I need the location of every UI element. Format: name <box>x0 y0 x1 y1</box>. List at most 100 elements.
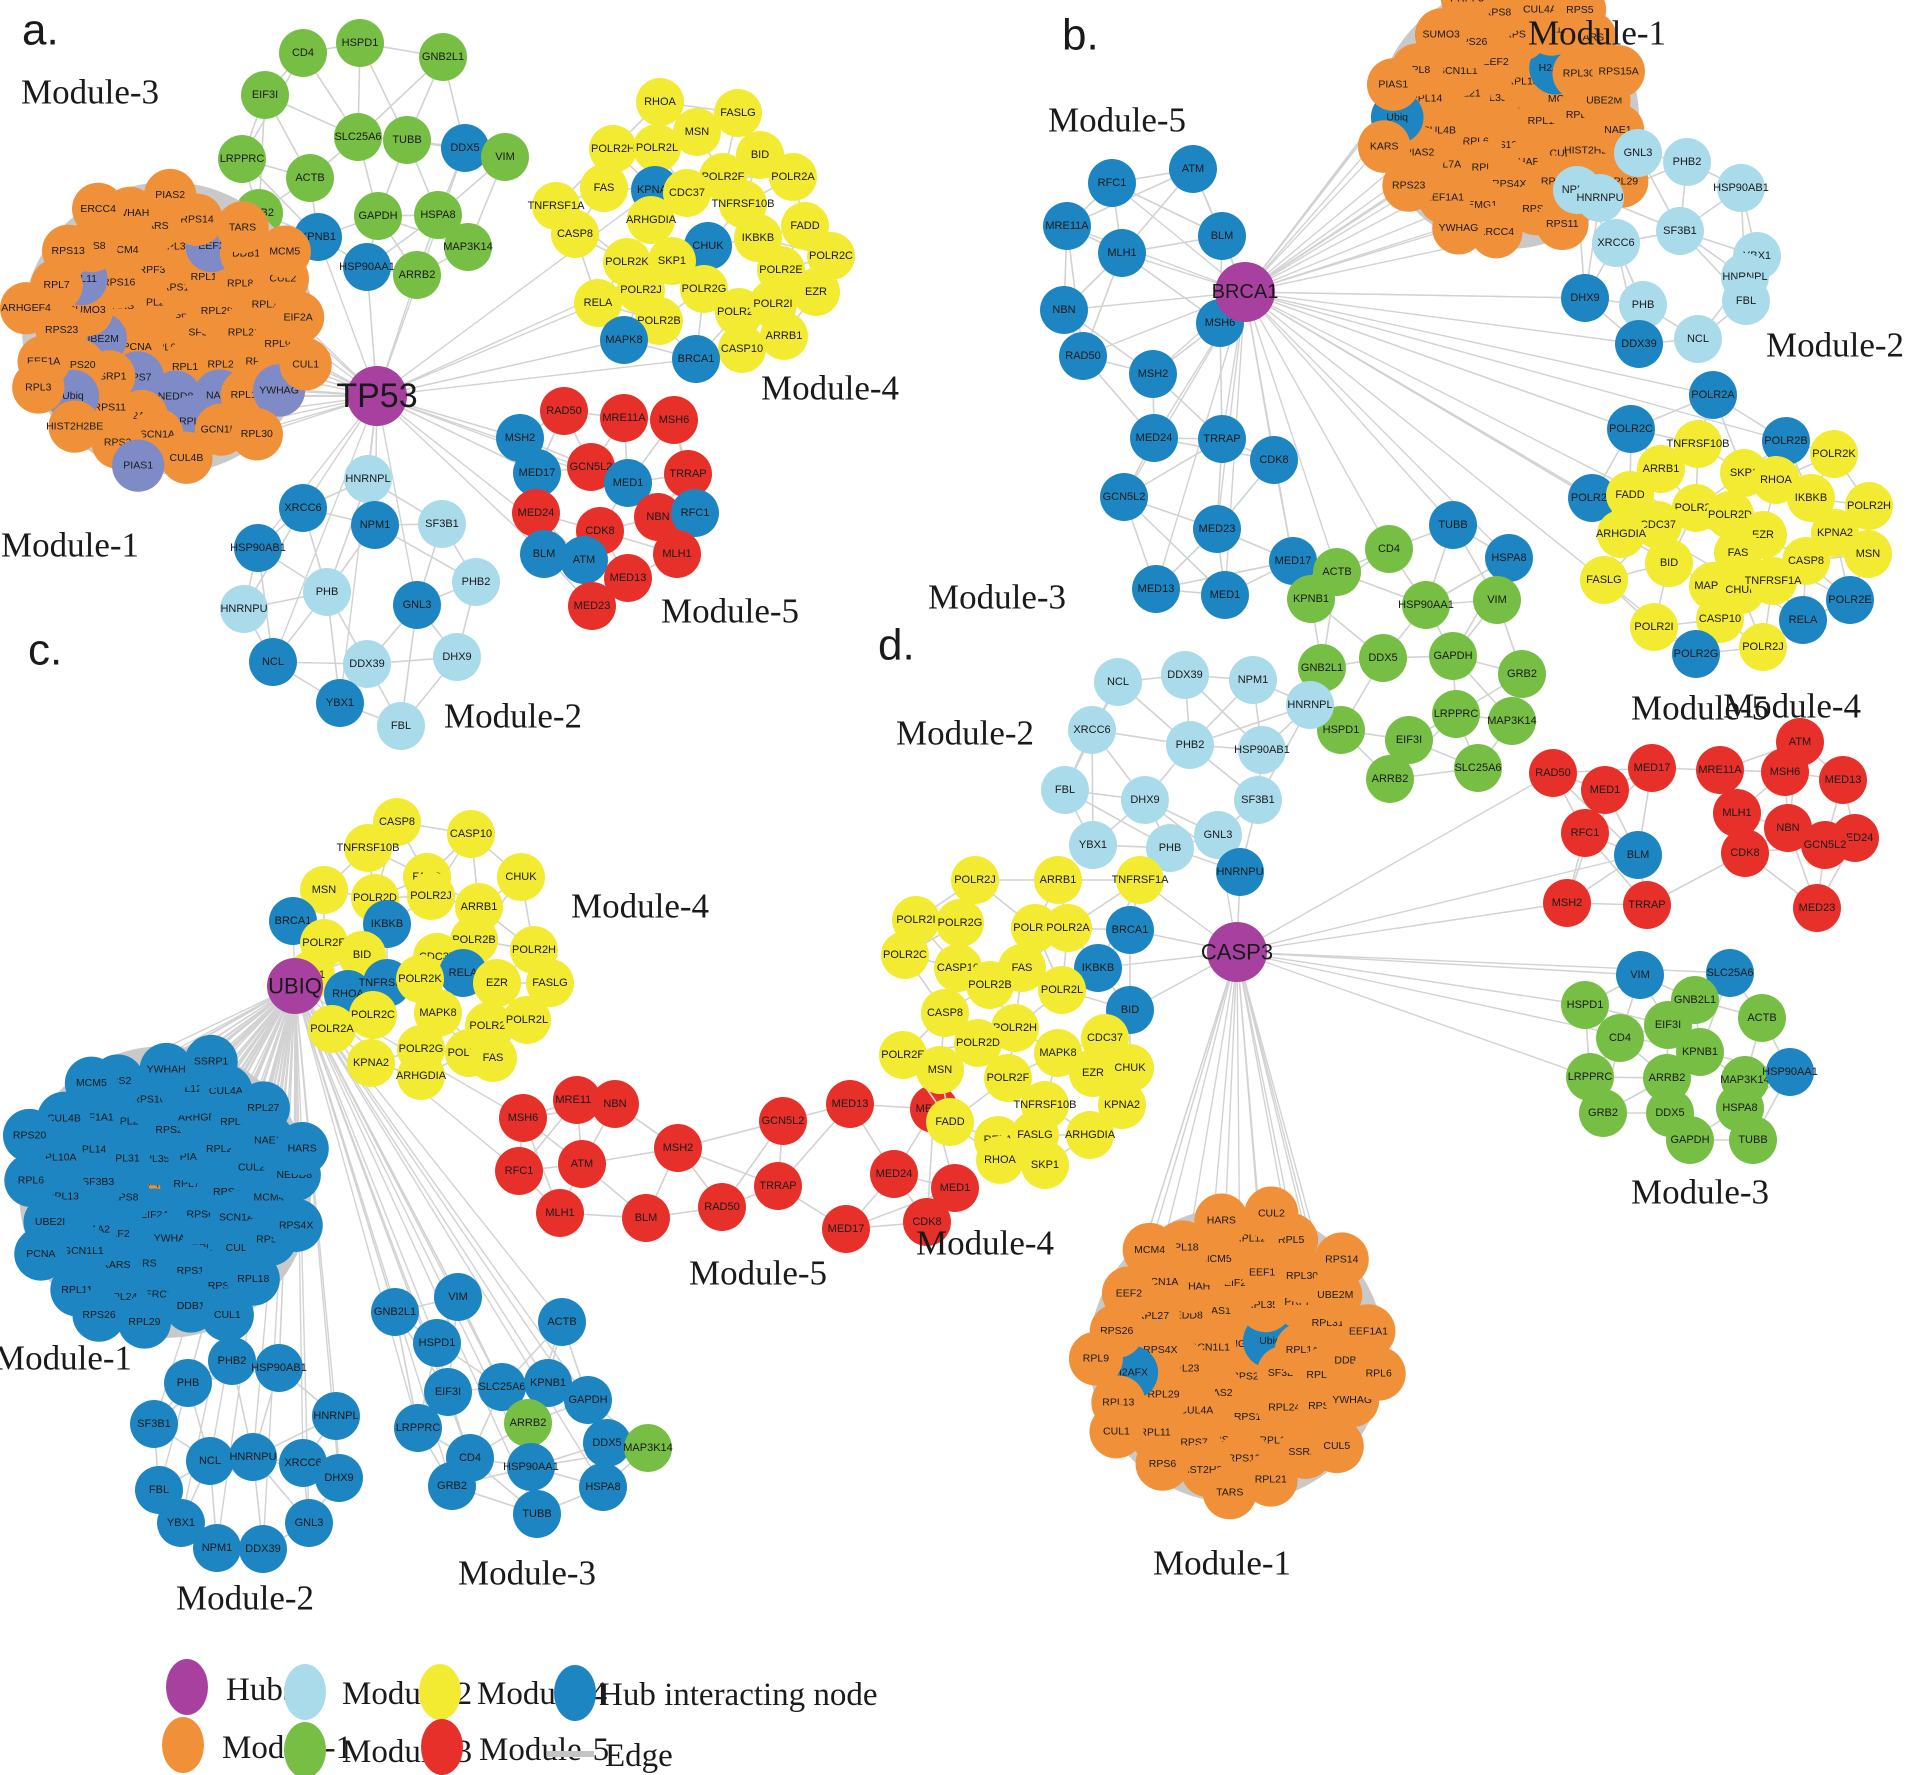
legend: HubsModule-1Module-2Module-3Module-4Modu… <box>162 1659 878 1775</box>
node-label: MRE11A <box>555 1094 599 1106</box>
node-CDK8 <box>1721 829 1769 877</box>
node-label: MSH6 <box>659 414 690 426</box>
node-label: POLR2J <box>954 874 996 886</box>
node-label: MAP3K14 <box>1487 715 1537 727</box>
node-label: ARRB2 <box>1649 1072 1686 1084</box>
node-label: GAPDH <box>568 1394 607 1406</box>
panel-a: CD4 HSPD1 GNB2L1 EIF3I SLC25A6 TUBB DDX5 VIM LRP… <box>0 6 899 750</box>
edge <box>257 395 378 549</box>
node-label: SCN1A <box>140 429 175 441</box>
node-PRPF3 <box>1440 0 1494 25</box>
node-FAS <box>580 164 628 212</box>
node-IKBKB <box>1074 944 1122 992</box>
node-KPNB1 <box>524 1359 572 1407</box>
nodes-layer: ATM RFC1 MRE11A BLM MLH1 NBN MSH6 RAD50 MSH2 MED2… <box>1040 0 1893 803</box>
node-label: GRB2 <box>437 1480 467 1492</box>
edge <box>1066 225 1246 293</box>
node-label: ARHGDIA <box>1065 1129 1116 1141</box>
node-label: PIAS2 <box>1405 147 1435 159</box>
node-label: RPL30 <box>1563 67 1595 79</box>
node-label: EEF2 <box>1116 1287 1142 1299</box>
module-label-module-4: Module-4 <box>761 369 899 408</box>
node-MAP3K14 <box>1488 697 1536 745</box>
node-label: RPL14 <box>172 361 204 373</box>
node-label: POLR2G <box>399 1043 444 1055</box>
node-PIAS1 <box>112 439 165 492</box>
legend-swatch-module-4 <box>419 1664 461 1720</box>
node-VIM <box>1473 576 1521 624</box>
node-label: KPNA2 <box>1104 1099 1140 1111</box>
node-CUL5 <box>1309 1419 1364 1474</box>
node-label: VIM <box>1487 594 1507 606</box>
node-NCL <box>1674 315 1722 363</box>
node-label: POLR2A <box>310 1023 354 1035</box>
node-label: RPL21 <box>1255 1474 1287 1486</box>
node-label: PCNA <box>26 1248 55 1260</box>
node-label: NBN <box>603 1098 626 1110</box>
node-FBL <box>1041 766 1089 814</box>
node-label: POLR2H <box>993 1022 1037 1034</box>
panel-c: CASP8CASP10TNFRSF10BFADDCHUKMSNPOLR2DPOL… <box>0 626 979 1618</box>
node-NBN <box>591 1080 639 1128</box>
node-MED17 <box>822 1205 870 1253</box>
node-label: XRCC6 <box>284 502 321 514</box>
node-label: GNB2L1 <box>1301 662 1343 674</box>
node-HSPA8 <box>1485 534 1533 582</box>
node-label: BLM <box>1211 230 1234 242</box>
node-label: POLR2I <box>896 914 935 926</box>
node-RPL27 <box>236 1081 290 1135</box>
node-HNRNPU <box>1576 174 1624 222</box>
node-CUL1 <box>200 1288 254 1342</box>
node-label: PIAS1 <box>1378 79 1408 91</box>
node-label: CUL1 <box>292 358 319 370</box>
node-POLR2A <box>308 1005 356 1053</box>
node-NBN <box>1040 286 1088 334</box>
node-label: RHOA <box>1760 474 1792 486</box>
node-label: SCN1A <box>219 1211 254 1223</box>
module-label-module-5: Module-5 <box>661 592 799 631</box>
node-SLC25A6 <box>334 113 382 161</box>
node-KPNB1 <box>1287 575 1335 623</box>
edge <box>376 395 418 606</box>
node-label: GCN5L2 <box>762 1115 805 1127</box>
node-DDX39 <box>343 640 391 688</box>
node-label: POLR2G <box>938 917 983 929</box>
node-GNB2L1 <box>419 33 467 81</box>
node-POLR2J <box>1739 623 1787 671</box>
node-label: KARS <box>1370 141 1399 153</box>
hub-node-UBIQ <box>267 958 323 1014</box>
node-label: CUL5 <box>1323 1440 1350 1452</box>
node-label: HSPD1 <box>342 37 379 49</box>
node-label: GNL3 <box>1624 147 1653 159</box>
module-module-2: NPM1GNL3PHB2HSP90AB1HNRNPUSF3B1XRCC6YBX1… <box>1553 129 1781 368</box>
node-SF3B1 <box>418 500 466 548</box>
node-TNFRSF1A <box>1749 557 1797 605</box>
edge <box>376 395 545 555</box>
node-TNFRSF10B <box>1674 420 1722 468</box>
node-POLR2I <box>1630 603 1678 651</box>
edge <box>1244 291 1632 430</box>
node-CUL2 <box>1244 1186 1299 1241</box>
node-label: LRPPRC <box>1434 708 1479 720</box>
node-CASP10 <box>1696 595 1744 643</box>
hub-label: CASP3 <box>1201 940 1273 965</box>
node-SKP1 <box>1021 1141 1069 1189</box>
hub-node-BRCA1 <box>1215 262 1275 322</box>
node-label: POLR2C <box>883 949 927 961</box>
node-label: KPNB1 <box>1293 593 1329 605</box>
node-label: RPL3 <box>25 381 51 393</box>
node-label: ARRB1 <box>1040 874 1077 886</box>
node-VIM <box>434 1273 482 1321</box>
node-GNB2L1 <box>1298 644 1346 692</box>
node-GNL3 <box>285 1499 333 1547</box>
node-label: POLR2B <box>637 315 680 327</box>
node-label: ATM <box>1182 163 1204 175</box>
node-label: MRE11A <box>602 412 646 424</box>
node-label: RAD50 <box>1535 767 1570 779</box>
node-label: FBL <box>149 1484 169 1496</box>
node-MAPK8 <box>414 989 462 1037</box>
node-EEF2 <box>1101 1266 1156 1321</box>
node-label: DHX9 <box>1130 794 1159 806</box>
node-SLC25A6 <box>478 1363 526 1411</box>
node-VIM <box>1616 951 1664 999</box>
